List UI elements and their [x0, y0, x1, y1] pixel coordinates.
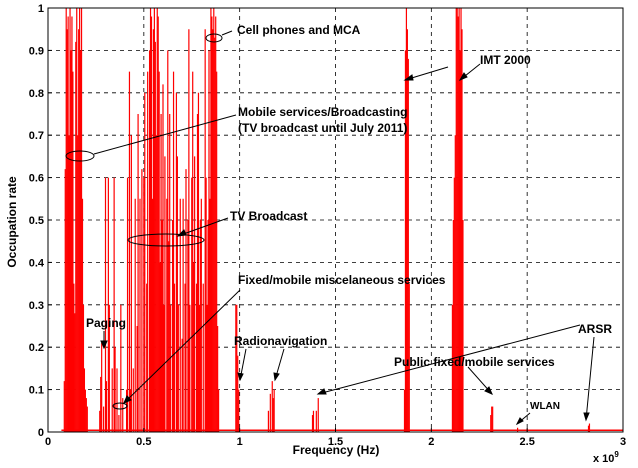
- y-tick-label-5: 0.5: [29, 215, 44, 227]
- annotation-public-fixed-mobile: Public fixed/mobile services: [394, 355, 555, 369]
- annotation-fixed-mobile-misc: Fixed/mobile miscelaneous services: [238, 273, 446, 287]
- annotation-paging: Paging: [86, 316, 126, 330]
- x-tick-label-6: 3: [620, 436, 626, 448]
- annotation-tv-broadcast: TV Broadcast: [230, 209, 307, 223]
- y-tick-label-1: 0.1: [29, 385, 44, 397]
- annotation-arsr: ARSR: [578, 322, 612, 336]
- y-tick-label-8: 0.8: [29, 88, 44, 100]
- y-tick-label-9: 0.9: [29, 45, 44, 57]
- x-tick-label-4: 2: [428, 436, 434, 448]
- y-tick-label-0: 0: [38, 427, 44, 439]
- x-tick-label-5: 2.5: [520, 436, 535, 448]
- y-tick-label-2: 0.2: [29, 342, 44, 354]
- y-axis-title: Occupation rate: [5, 176, 19, 268]
- y-tick-label-6: 0.6: [29, 173, 44, 185]
- x-multiplier-base: x 10: [593, 453, 614, 465]
- y-tick-label-4: 0.4: [29, 257, 45, 269]
- y-tick-label-3: 0.3: [29, 300, 44, 312]
- y-tick-label-10: 1: [38, 3, 44, 15]
- annotation-cell-phones: Cell phones and MCA: [237, 23, 361, 37]
- y-tick-label-7: 0.7: [29, 130, 44, 142]
- x-tick-label-1: 0.5: [136, 436, 151, 448]
- x-axis-title: Frequency (Hz): [293, 443, 380, 457]
- annotation-radionavigation: Radionavigation: [234, 334, 327, 348]
- x-multiplier-exponent: 9: [614, 450, 619, 459]
- annotation-wlan: WLAN: [530, 401, 560, 412]
- x-tick-label-2: 1: [237, 436, 243, 448]
- x-tick-label-0: 0: [45, 436, 51, 448]
- annotation-mobile-broadcasting: Mobile services/Broadcasting: [238, 105, 407, 119]
- annotation-tv-broadcast-until: (TV broadcast until July 2011): [238, 121, 407, 135]
- annotation-imt-2000: IMT 2000: [480, 53, 531, 67]
